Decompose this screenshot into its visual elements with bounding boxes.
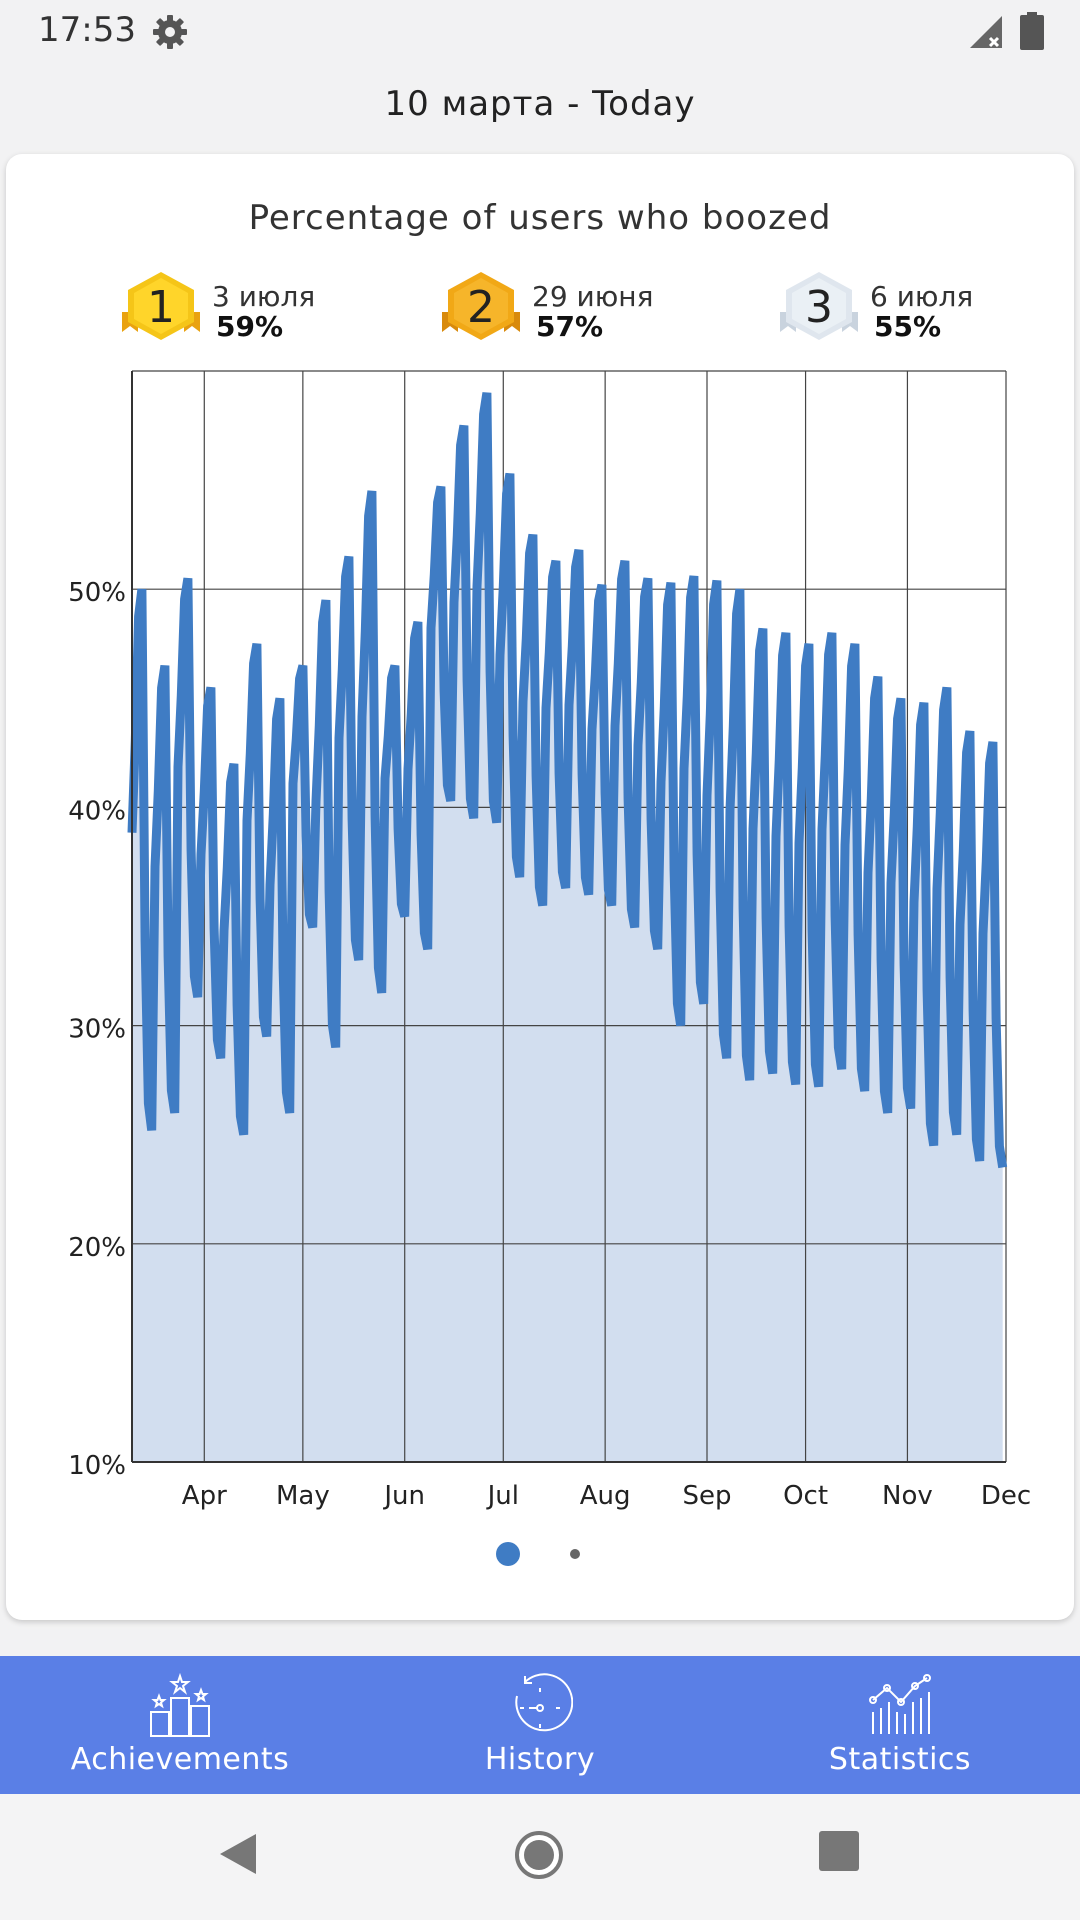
x-tick-label-Apr: Apr — [182, 1481, 227, 1511]
recents-icon[interactable] — [818, 1830, 860, 1872]
history-clock-icon — [515, 1673, 573, 1732]
x-tick-label-Jul: Jul — [486, 1481, 519, 1511]
y-tick-label-40: 40% — [68, 796, 126, 826]
nav-achievements[interactable]: Achievements — [0, 1656, 360, 1794]
y-tick-label-10: 10% — [68, 1451, 126, 1481]
bottom-navigation: Achievements History — [0, 1656, 1080, 1794]
y-tick-label-50: 50% — [68, 578, 126, 608]
medal-rank-1-number: 1 — [147, 282, 175, 333]
back-icon[interactable] — [216, 1830, 260, 1878]
x-tick-label-Sep: Sep — [682, 1481, 731, 1511]
page-dot-active[interactable] — [496, 1542, 520, 1566]
x-tick-label-Dec: Dec — [981, 1481, 1031, 1511]
podium-stars-icon — [150, 1672, 210, 1737]
page-indicator — [6, 1540, 1074, 1570]
y-tick-label-20: 20% — [68, 1233, 126, 1263]
booze-percentage-chart[interactable]: 10% 20% 30% 40% 50% Apr May Jun Jul Aug Sep Oct Nov D… — [6, 154, 1074, 1534]
battery-icon — [1020, 12, 1044, 50]
x-tick-label-May: May — [276, 1481, 330, 1511]
medal-rank-1-date: 3 июля — [212, 280, 316, 313]
date-range-label[interactable]: 10 марта - Today — [384, 84, 696, 124]
medal-rank-3-percent: 55% — [874, 310, 942, 343]
x-tick-label-Oct: Oct — [783, 1481, 828, 1511]
gold-medal-icon: 1 — [122, 272, 200, 340]
signal-icon — [970, 16, 1002, 48]
nav-history-label: History — [484, 1742, 596, 1777]
x-tick-label-Aug: Aug — [580, 1481, 631, 1511]
medal-rank-2-date: 29 июня — [532, 280, 654, 313]
silver-medal-icon: 3 — [780, 272, 858, 340]
x-tick-label-Jun: Jun — [382, 1481, 425, 1511]
home-icon[interactable] — [514, 1830, 564, 1880]
status-time: 17:53 — [38, 10, 136, 50]
nav-history[interactable]: History — [360, 1656, 720, 1794]
stats-card[interactable]: Percentage of users who boozed 1 3 июля … — [6, 154, 1074, 1620]
page-dot-inactive[interactable] — [570, 1549, 580, 1559]
y-tick-label-30: 30% — [68, 1015, 126, 1045]
system-navigation-bar — [0, 1794, 1080, 1920]
statistics-chart-icon — [869, 1674, 931, 1734]
settings-gear-icon — [153, 15, 187, 49]
nav-statistics-label: Statistics — [828, 1742, 972, 1777]
orange-medal-icon: 2 — [442, 272, 520, 340]
chart-title: Percentage of users who boozed — [248, 198, 832, 238]
medal-rank-2-percent: 57% — [536, 310, 604, 343]
nav-achievements-label: Achievements — [70, 1742, 290, 1777]
status-bar: 17:53 — [0, 0, 1080, 64]
medal-rank-1-percent: 59% — [216, 310, 284, 343]
x-tick-label-Nov: Nov — [882, 1481, 933, 1511]
nav-statistics[interactable]: Statistics — [720, 1656, 1080, 1794]
medal-rank-2-number: 2 — [467, 282, 495, 333]
chart-data-line — [127, 392, 1008, 1169]
medal-rank-3-date: 6 июля — [870, 280, 974, 313]
medal-rank-3-number: 3 — [805, 282, 833, 333]
